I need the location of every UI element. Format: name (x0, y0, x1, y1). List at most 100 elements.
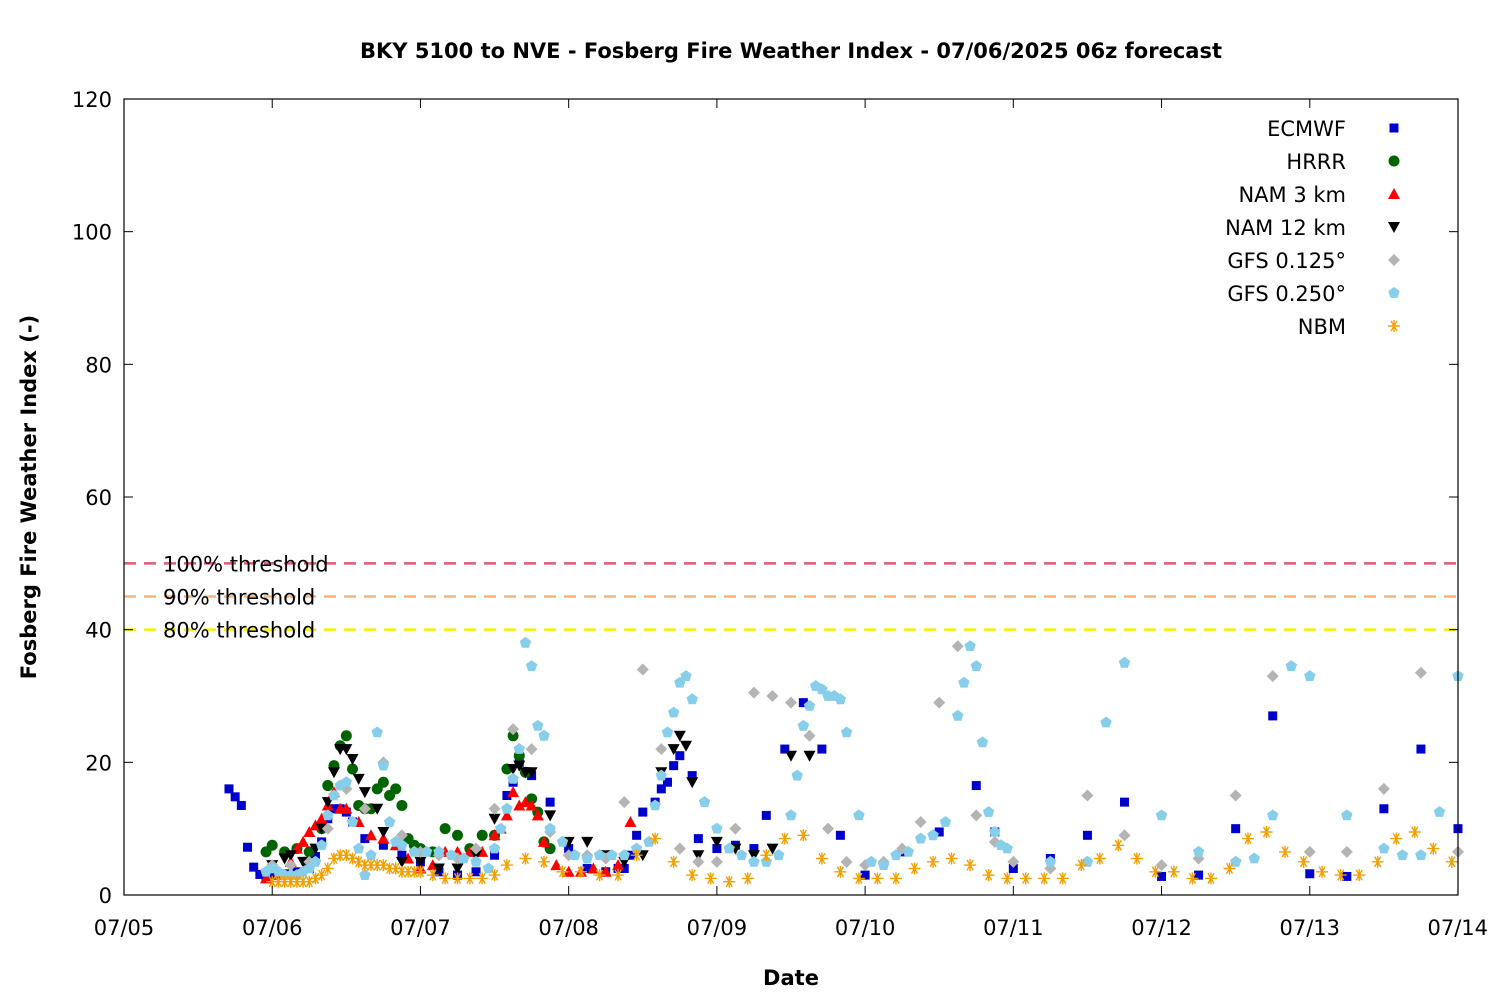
data-point (544, 822, 556, 834)
data-point (347, 763, 359, 775)
data-point (439, 872, 452, 885)
data-point (538, 729, 550, 741)
data-point (952, 709, 964, 721)
data-point (315, 869, 328, 882)
data-point (582, 863, 592, 873)
data-point (662, 777, 672, 787)
data-point (525, 767, 538, 779)
legend-label: NBM (1298, 315, 1346, 339)
legend-marker (1388, 222, 1400, 233)
data-point (562, 865, 575, 877)
data-point (396, 799, 408, 811)
data-point (606, 849, 618, 861)
data-point (971, 781, 981, 791)
data-point (1186, 872, 1199, 885)
data-point (723, 875, 736, 888)
data-point (630, 849, 643, 862)
data-point (507, 763, 520, 775)
data-point (525, 743, 538, 756)
data-point (797, 719, 810, 731)
data-point (927, 829, 939, 841)
data-point (340, 802, 353, 814)
data-point (1008, 863, 1018, 873)
data-point (939, 816, 952, 827)
data-point (945, 852, 958, 865)
data-point (297, 835, 310, 847)
data-point (1044, 855, 1057, 867)
legend-label: HRRR (1286, 150, 1346, 174)
data-point (692, 855, 705, 868)
data-point (1427, 842, 1440, 855)
data-point (835, 830, 845, 840)
legend: ECMWF HRRR NAM 3 km NAM 12 km GFS 0.125° GFS … (1225, 117, 1400, 339)
data-point (352, 855, 365, 868)
data-point (377, 826, 390, 838)
data-point (532, 719, 544, 731)
data-point (389, 862, 402, 875)
data-point (1268, 711, 1278, 721)
data-point (890, 849, 902, 861)
x-tick-label: 07/11 (983, 916, 1044, 940)
data-point (735, 849, 748, 861)
data-point (673, 842, 686, 855)
data-point (327, 767, 340, 779)
data-point (556, 865, 569, 878)
data-point (433, 845, 445, 857)
data-point (519, 636, 532, 648)
data-point (359, 869, 371, 880)
data-point (1279, 845, 1292, 858)
data-point (378, 840, 388, 850)
data-point (1396, 849, 1409, 861)
data-point (358, 802, 371, 815)
data-point (353, 842, 365, 854)
data-point (352, 773, 365, 785)
data-point (982, 806, 995, 817)
data-point (266, 839, 278, 851)
data-point (1378, 842, 1390, 854)
data-point (1408, 825, 1421, 838)
legend-label: GFS 0.125° (1227, 249, 1346, 273)
y-tick-label: 60 (85, 486, 112, 510)
data-point (877, 859, 890, 870)
data-point (667, 744, 680, 756)
legend-marker (1388, 287, 1400, 298)
data-point (687, 771, 697, 781)
data-point (420, 845, 433, 857)
data-point (476, 872, 489, 885)
data-point (502, 791, 512, 800)
data-point (1266, 670, 1279, 683)
threshold-label: 90% threshold (163, 586, 315, 610)
data-point (933, 696, 946, 709)
data-point (1149, 865, 1162, 878)
data-point (778, 832, 791, 845)
data-point (1001, 872, 1014, 885)
data-point (321, 822, 334, 835)
data-point (569, 849, 581, 861)
data-point (402, 865, 415, 878)
data-point (1285, 660, 1297, 671)
data-point (513, 760, 526, 772)
data-point (365, 859, 377, 872)
data-point (322, 780, 334, 792)
data-point (1130, 852, 1143, 865)
data-point (507, 730, 519, 742)
data-point (692, 850, 705, 862)
data-point (1371, 855, 1384, 868)
data-point (236, 800, 246, 810)
data-point (927, 855, 939, 868)
data-point (340, 849, 353, 862)
data-point (741, 872, 754, 885)
data-point (581, 836, 594, 848)
legend-marker (1388, 155, 1400, 167)
data-point (729, 822, 742, 835)
data-point (914, 816, 927, 829)
data-point (507, 786, 520, 798)
data-point (365, 829, 378, 841)
data-point (360, 834, 370, 844)
data-point (581, 852, 593, 864)
data-point (490, 850, 500, 860)
data-point (680, 740, 693, 752)
legend-label: NAM 12 km (1225, 216, 1346, 240)
data-point (408, 865, 421, 878)
data-point (612, 859, 625, 871)
